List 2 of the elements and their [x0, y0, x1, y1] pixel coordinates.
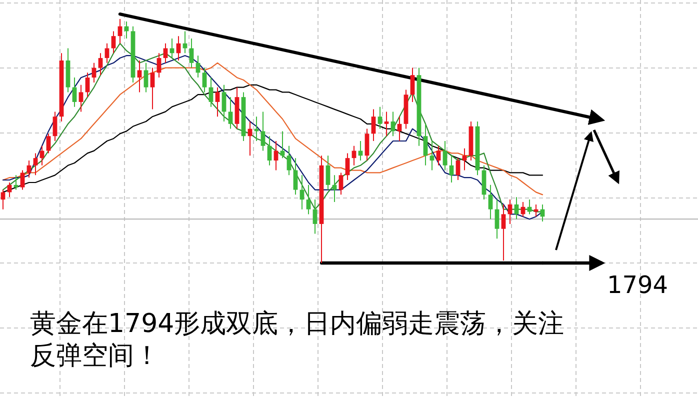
text: 黄金在1794形成双底，日内偏弱走震荡，关注反弹空间！ — [30, 308, 566, 372]
text: 1794 — [607, 271, 668, 299]
